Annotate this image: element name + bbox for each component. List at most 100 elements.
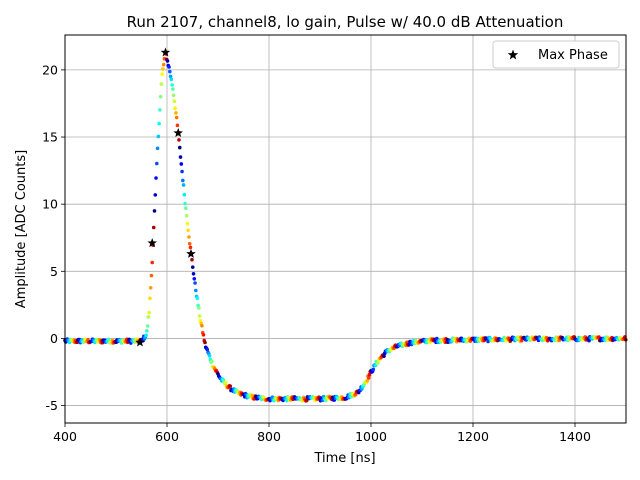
scatter-point	[382, 354, 386, 358]
scatter-point	[587, 338, 591, 343]
plot-frame	[64, 34, 627, 424]
scatter-point	[169, 77, 174, 82]
scatter-point	[157, 121, 161, 126]
scatter-point	[434, 336, 439, 341]
scatter-point	[145, 329, 149, 333]
scatter-point	[155, 161, 159, 166]
scatter-point	[172, 99, 177, 104]
legend-star	[507, 49, 519, 60]
scatter-point	[171, 87, 175, 91]
scatter-point	[154, 176, 158, 180]
scatter-point	[197, 314, 202, 318]
scatter-point	[184, 206, 188, 210]
scatter-point	[207, 354, 212, 358]
legend-label: Max Phase	[538, 48, 608, 63]
scatter-point	[190, 257, 194, 262]
scatter-point	[185, 221, 190, 226]
scatter-point	[180, 169, 184, 174]
scatter-point	[181, 178, 185, 183]
scatter-point	[191, 271, 196, 276]
scatter-point	[197, 306, 201, 310]
y-axis-label: Amplitude [ADC Counts]	[14, 150, 29, 308]
scatter-point	[201, 333, 206, 337]
scatter-point	[160, 72, 164, 76]
scatter-point	[177, 145, 182, 150]
scatter-point	[486, 339, 490, 344]
scatter-point	[168, 74, 173, 79]
scatter-point	[181, 183, 186, 187]
scatter-point	[171, 93, 176, 98]
x-tick-label: 800	[257, 429, 281, 444]
scatter-point	[158, 94, 163, 99]
max-phase-star	[135, 337, 145, 347]
scatter-point	[156, 134, 161, 139]
scatter-point	[270, 395, 275, 400]
scatter-point	[187, 235, 191, 239]
chart-title: Run 2107, channel8, lo gain, Pulse w/ 40…	[127, 13, 564, 31]
scatter-point	[194, 288, 198, 293]
scatter-point	[161, 62, 166, 67]
scatter-point	[349, 395, 353, 399]
scatter-point	[144, 333, 148, 338]
scatter-point	[365, 379, 369, 383]
scatter-point	[168, 69, 172, 74]
x-tick-label: 1200	[457, 429, 489, 444]
scatter-point	[250, 393, 255, 398]
scatter-point	[223, 380, 228, 385]
scatter-point	[210, 359, 214, 364]
scatter-point	[203, 340, 207, 345]
scatter-point	[173, 106, 177, 111]
scatter-point	[228, 384, 233, 388]
scatter-point	[151, 225, 156, 230]
scatter-point	[145, 324, 150, 328]
axis-ticks: 400 600 800 1000 1200 1400 -5 0 5 10 15 20	[42, 62, 591, 444]
scatter-point	[174, 111, 178, 115]
scatter-point	[285, 398, 289, 403]
scatter-point	[371, 367, 376, 372]
max-phase-star	[186, 248, 196, 258]
y-tick-label: 0	[50, 331, 58, 346]
scatter-point	[175, 123, 180, 128]
scatter-point	[165, 59, 170, 63]
max-phase-star	[147, 238, 157, 248]
scatter-point	[179, 162, 184, 166]
scatter-point	[148, 285, 153, 290]
scatter-point	[174, 115, 179, 120]
scatter-point	[155, 146, 160, 151]
x-tick-label: 400	[53, 429, 77, 444]
x-axis-label: Time [ns]	[313, 451, 375, 466]
x-tick-label: 1000	[355, 429, 387, 444]
scatter-point	[200, 323, 204, 328]
scatter-point	[190, 265, 195, 269]
max-phase-series	[135, 47, 196, 347]
scatter-point	[177, 138, 181, 142]
scatter-point	[147, 310, 151, 315]
y-tick-label: -5	[46, 398, 58, 413]
scatter-point	[192, 276, 197, 281]
scatter-point	[150, 260, 155, 265]
scatter-point	[186, 228, 190, 233]
scatter-point	[152, 209, 157, 213]
y-tick-label: 5	[50, 264, 58, 279]
scatter-point	[366, 376, 371, 380]
scatter-point	[193, 281, 197, 285]
scatter-point	[148, 296, 152, 301]
y-tick-label: 10	[42, 197, 58, 212]
scatter-point	[183, 201, 187, 206]
scatter-point	[170, 83, 174, 87]
scatter-point	[205, 347, 210, 352]
scatter-point	[188, 245, 193, 250]
scatter-point	[146, 315, 151, 319]
y-tick-label: 20	[42, 62, 58, 77]
scatter-point	[178, 155, 183, 159]
scatter-point	[367, 372, 372, 377]
scatter-point	[184, 213, 189, 218]
scatter-point	[187, 241, 192, 246]
scatter-series	[63, 50, 628, 403]
legend-box	[492, 40, 620, 69]
scatter-point	[182, 192, 187, 197]
scatter-point	[161, 67, 165, 71]
grid	[64, 35, 626, 423]
y-tick-label: 15	[42, 130, 58, 145]
scatter-point	[167, 65, 171, 69]
